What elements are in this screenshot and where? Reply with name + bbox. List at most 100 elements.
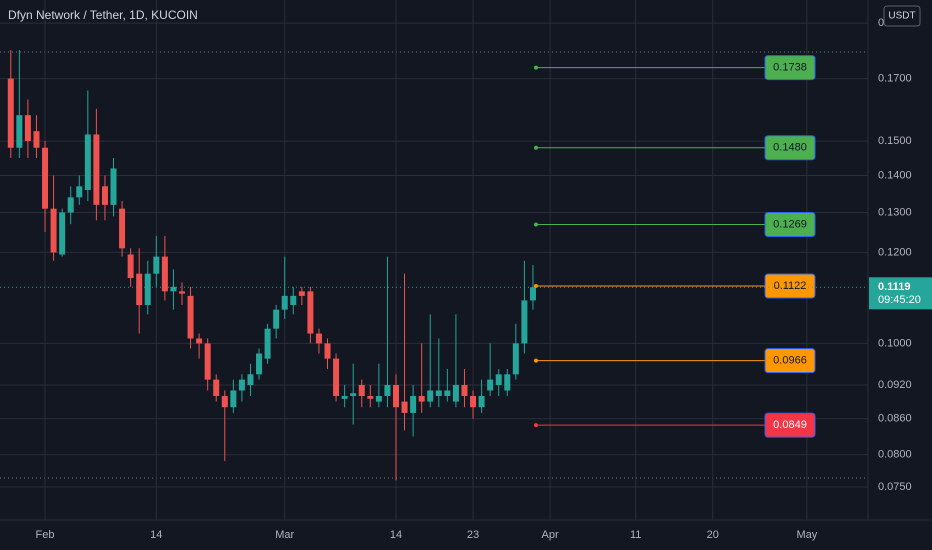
candle-body [67,197,74,213]
candle-body [358,385,365,397]
candle-body [101,186,108,205]
candle-body [136,273,143,306]
level-point [533,358,538,363]
y-tick-label: 0.1000 [878,337,912,349]
level-point [533,283,538,288]
x-tick-label: Apr [542,529,559,541]
candle-body [384,385,391,397]
chart-title: Dfyn Network / Tether, 1D, KUCOIN [8,8,198,22]
candle-body [144,273,151,306]
currency[interactable]: USDT [888,11,915,22]
candle-body [281,295,288,310]
x-tick-label: 14 [150,529,162,541]
last-price-box [869,277,932,310]
y-tick-label: 0.0920 [878,379,912,391]
candle-body [273,309,280,329]
level-label: 0.1269 [773,218,807,230]
candle-body [264,328,271,359]
y-tick-label: 0.0750 [878,481,912,493]
level-point [533,222,538,227]
candle-body [392,385,399,408]
x-tick-label: May [796,529,817,541]
level-box [764,273,816,299]
y-tick-label: 0.1400 [878,169,912,181]
candle-body [178,291,185,294]
candle-body [7,78,14,148]
candle-body [401,401,408,413]
candle-body [435,390,442,397]
candle-body [367,396,374,399]
level-point [533,145,538,150]
currency-box[interactable] [883,5,921,27]
candle-body [238,379,245,391]
candle-body [50,208,57,253]
candle-body [33,131,40,148]
candle-body [375,396,382,402]
candle-body [161,256,168,292]
x-tick-label: Mar [275,529,294,541]
countdown: 09:45:20 [878,294,921,306]
candle-body [230,390,237,408]
candle-body [512,343,519,375]
candle-body [170,286,177,292]
candle-body [221,396,228,408]
level-label: 0.0966 [773,355,807,367]
candle-body [495,374,502,386]
x-tick-label: 20 [707,529,719,541]
level-label: 0.0849 [773,419,807,431]
candle-body [153,256,160,274]
y-tick-label: 0.1300 [878,206,912,218]
candle-body [410,396,417,413]
level-box [764,348,816,374]
grid: 0.0750 0.0800 0.0860 0.0920 0.1000 0.1200 0.13… [0,0,912,541]
candle-body [427,390,434,402]
candle-body [504,374,511,391]
candle-body [470,396,477,408]
level-box [764,212,816,238]
level-point [533,65,538,70]
candle-body [213,379,220,397]
level-label: 0.1122 [774,280,807,292]
candle-body [119,208,126,249]
candle-body [521,300,528,344]
candle-body [16,115,23,148]
candle-body [110,168,117,205]
candle-body [444,390,451,397]
candle-body [42,147,49,209]
x-tick-label: Feb [36,529,55,541]
y-tick-label: 0.0800 [878,449,912,461]
level-box [764,55,816,81]
candle-body [487,379,494,391]
y-tick-label: 0.1500 [878,135,912,147]
candle-body [315,333,322,344]
candle-body [307,291,314,334]
level-box [764,412,816,438]
last-price-label: 0.1119 [878,281,910,293]
y-tick-label: 0.1700 [878,73,912,85]
candle-body [333,358,340,397]
level-label: 0.1738 [773,61,807,73]
candle-body [418,396,425,402]
candle-body [324,343,331,359]
candle-body [187,295,194,339]
level-point [533,423,538,428]
candle-body [256,353,263,375]
x-tick-label: 23 [467,529,479,541]
candle-body [196,338,203,344]
candle-body [84,134,91,190]
level-label: 0.1480 [773,142,807,154]
candle-body [478,396,485,408]
overlay: 0.1738 0.1480 0.1269 0.1122 0.0966 0.0849 0.11… [0,55,932,438]
candle-body [452,385,459,402]
x-tick-label: 11 [630,529,641,541]
candle-body [298,291,305,296]
candle-body [93,134,100,205]
candles [7,50,536,481]
candle-body [76,186,83,198]
candle-body [341,396,348,399]
candle-body [127,254,134,279]
candle-body [24,115,31,142]
candle-body [247,374,254,386]
candle-body [350,393,357,397]
